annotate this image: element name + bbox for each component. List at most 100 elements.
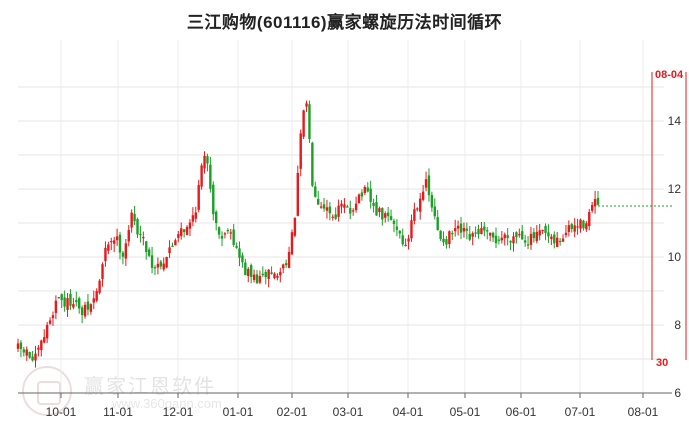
candle-body <box>451 233 454 235</box>
candle-body <box>255 274 259 284</box>
candle-body <box>317 198 320 205</box>
candle-body <box>112 240 116 244</box>
candle-body <box>54 300 58 313</box>
candle-body <box>247 268 250 276</box>
x-tick-label: 07-01 <box>565 405 596 419</box>
candle-body <box>258 276 262 283</box>
candle-body <box>270 272 273 274</box>
candle-body <box>439 230 442 240</box>
candle-body <box>421 191 425 200</box>
candle-body <box>127 230 130 242</box>
candle-body <box>354 203 358 211</box>
candle-body <box>576 226 579 228</box>
candle-body <box>252 274 256 280</box>
candle-body <box>573 225 576 232</box>
candle-body <box>529 233 533 245</box>
x-tick-label: 04-01 <box>393 405 424 419</box>
candle-body <box>401 235 404 245</box>
candle-body <box>48 320 52 324</box>
axis-layer: 6 8 10 12 14 10-01 11-01 12-01 01-01 02-01 03-01 04… <box>18 114 681 419</box>
candle-body <box>319 206 323 208</box>
candle-body <box>465 228 469 231</box>
candle-body <box>491 232 495 238</box>
candle-body <box>343 204 346 208</box>
candle-body <box>28 351 31 358</box>
candle-body <box>506 235 509 239</box>
candle-body <box>486 230 489 232</box>
candle-body <box>357 194 361 204</box>
candle-body <box>60 294 63 301</box>
candle-body <box>217 227 221 235</box>
candle-body <box>579 219 582 229</box>
candle-body <box>209 164 212 189</box>
candle-body <box>532 232 536 239</box>
candle-body <box>570 224 573 230</box>
candle-body <box>593 199 597 207</box>
candle-body <box>430 194 434 208</box>
candle-body <box>509 240 512 243</box>
candle-body <box>83 304 87 317</box>
y-tick-label: 12 <box>668 182 682 196</box>
candle-body <box>162 263 165 270</box>
candle-body <box>124 243 128 259</box>
candle-body <box>121 252 125 257</box>
candle-body <box>95 291 98 301</box>
candle-body <box>273 273 276 278</box>
candle-body <box>389 216 393 220</box>
candle-body <box>110 241 113 243</box>
candle-body <box>45 324 49 339</box>
candle-body <box>494 235 498 244</box>
candle-body <box>139 233 142 236</box>
candle-body <box>63 297 66 307</box>
candle-body <box>282 264 285 269</box>
candle-body <box>305 103 308 107</box>
candle-body <box>191 215 195 222</box>
candle-body <box>31 356 34 361</box>
candle-body <box>363 186 367 193</box>
candle-body <box>521 231 524 240</box>
candle-body <box>468 233 471 240</box>
candle-body <box>596 197 600 205</box>
candle-body <box>37 347 40 350</box>
candle-body <box>567 225 571 232</box>
candle-body <box>115 236 119 241</box>
candle-body <box>360 192 364 197</box>
candle-body <box>25 349 28 356</box>
candle-body <box>267 269 270 279</box>
candle-body <box>314 186 317 197</box>
candle-body <box>142 237 145 239</box>
candle-body <box>72 304 75 308</box>
candle-body <box>349 208 352 214</box>
candle-body <box>89 304 93 312</box>
candle-body <box>561 238 565 242</box>
x-tick-label: 06-01 <box>506 405 537 419</box>
candle-body <box>558 240 562 243</box>
candle-body <box>384 213 387 218</box>
candle-body <box>80 307 84 316</box>
candle-body <box>34 353 37 361</box>
candle-body <box>261 273 265 276</box>
candle-body <box>223 233 227 235</box>
candle-body <box>284 263 288 266</box>
candle-body <box>22 349 26 353</box>
candle-body <box>547 232 550 237</box>
candle-body <box>588 212 591 227</box>
candle-body <box>299 133 302 169</box>
candle-body <box>442 238 445 243</box>
candle-body <box>480 228 483 235</box>
candle-body <box>427 175 431 196</box>
candle-body <box>200 165 203 187</box>
candle-body <box>500 237 504 241</box>
candle-body <box>445 239 448 245</box>
candle-body <box>555 237 559 247</box>
candle-body <box>308 104 311 140</box>
candle-body <box>413 209 416 221</box>
candle-body <box>366 187 369 192</box>
candle-body <box>98 280 101 293</box>
candle-body <box>168 247 171 253</box>
candle-body <box>351 210 355 212</box>
candle-body <box>19 342 23 349</box>
candle-body <box>92 298 95 303</box>
cycle-label-top: 08-04 <box>655 69 684 81</box>
